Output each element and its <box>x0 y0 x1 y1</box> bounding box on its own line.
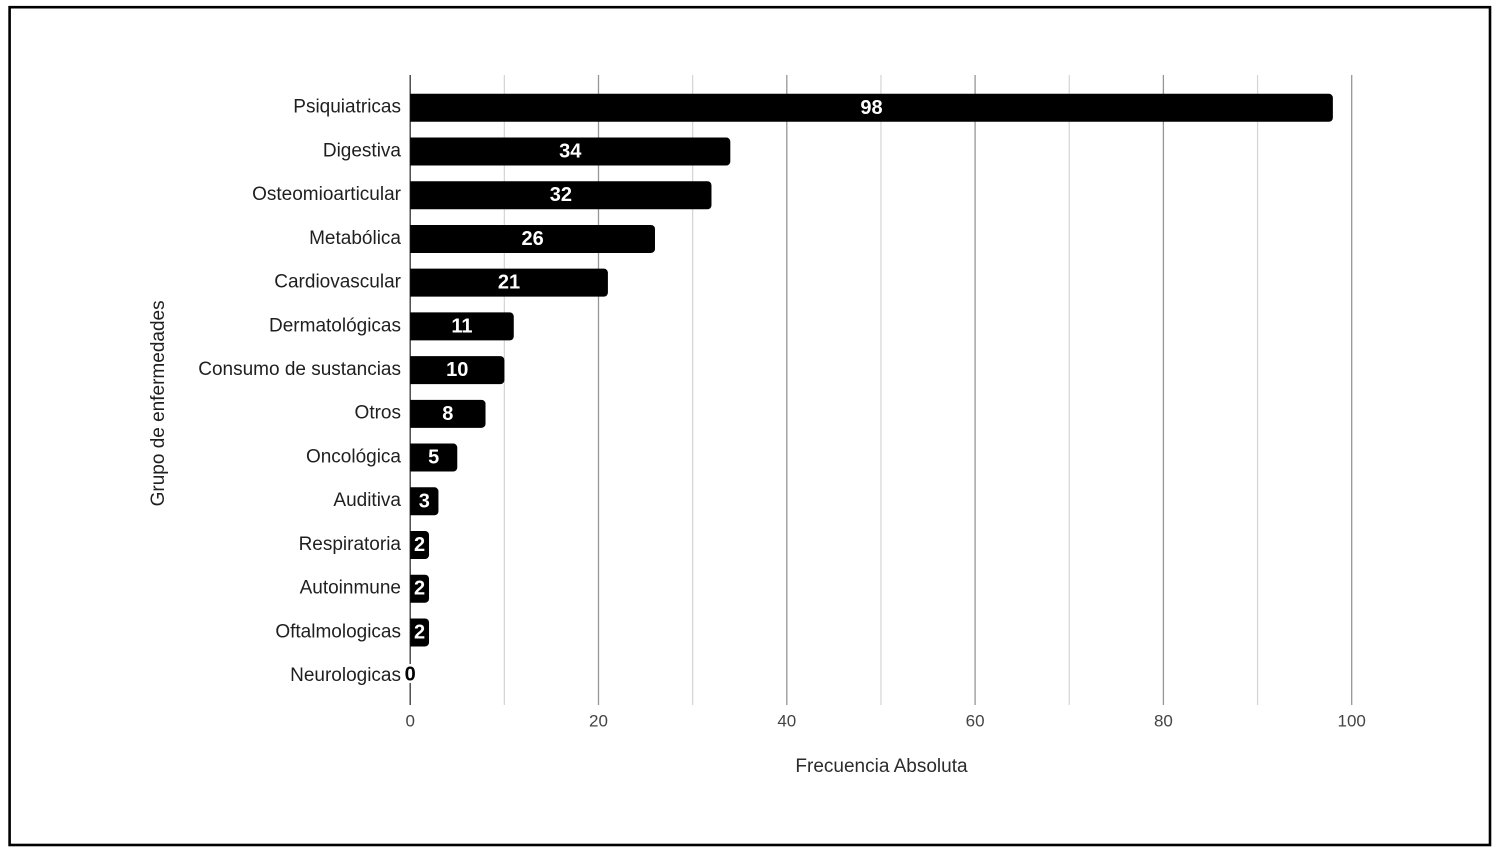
svg-text:60: 60 <box>966 712 985 731</box>
svg-text:Auditiva: Auditiva <box>333 490 401 511</box>
svg-text:Respiratoria: Respiratoria <box>299 534 402 555</box>
svg-text:Neurologicas: Neurologicas <box>290 665 401 686</box>
svg-text:Cardiovascular: Cardiovascular <box>274 272 401 293</box>
svg-text:Consumo de sustancias: Consumo de sustancias <box>198 359 401 380</box>
svg-text:Dermatológicas: Dermatológicas <box>269 315 401 336</box>
svg-text:Otros: Otros <box>355 403 401 424</box>
svg-text:Metabólica: Metabólica <box>309 228 401 249</box>
svg-text:26: 26 <box>521 228 543 250</box>
svg-text:0: 0 <box>405 712 414 731</box>
svg-text:Psiquiatricas: Psiquiatricas <box>293 97 401 118</box>
svg-text:Digestiva: Digestiva <box>323 140 402 161</box>
svg-text:Autoinmune: Autoinmune <box>300 578 401 599</box>
svg-text:8: 8 <box>442 403 453 425</box>
svg-text:5: 5 <box>428 447 439 469</box>
svg-text:Frecuencia Absoluta: Frecuencia Absoluta <box>795 756 968 777</box>
svg-text:Oncológica: Oncológica <box>306 446 401 467</box>
svg-text:3: 3 <box>419 490 430 512</box>
svg-text:2: 2 <box>414 534 425 556</box>
svg-text:2: 2 <box>414 621 425 643</box>
svg-text:80: 80 <box>1154 712 1173 731</box>
svg-text:98: 98 <box>860 97 882 119</box>
svg-text:2: 2 <box>414 578 425 600</box>
svg-text:11: 11 <box>451 315 472 337</box>
svg-text:10: 10 <box>446 359 468 381</box>
svg-text:Oftalmologicas: Oftalmologicas <box>275 621 401 642</box>
svg-text:Grupo de enfermedades: Grupo de enfermedades <box>148 300 169 506</box>
svg-text:32: 32 <box>550 184 572 206</box>
svg-text:Osteomioarticular: Osteomioarticular <box>252 184 402 205</box>
svg-text:34: 34 <box>559 141 582 163</box>
svg-text:100: 100 <box>1338 712 1366 731</box>
svg-text:21: 21 <box>498 272 520 294</box>
svg-text:20: 20 <box>589 712 608 731</box>
svg-text:0: 0 <box>405 664 416 686</box>
svg-text:40: 40 <box>777 712 796 731</box>
